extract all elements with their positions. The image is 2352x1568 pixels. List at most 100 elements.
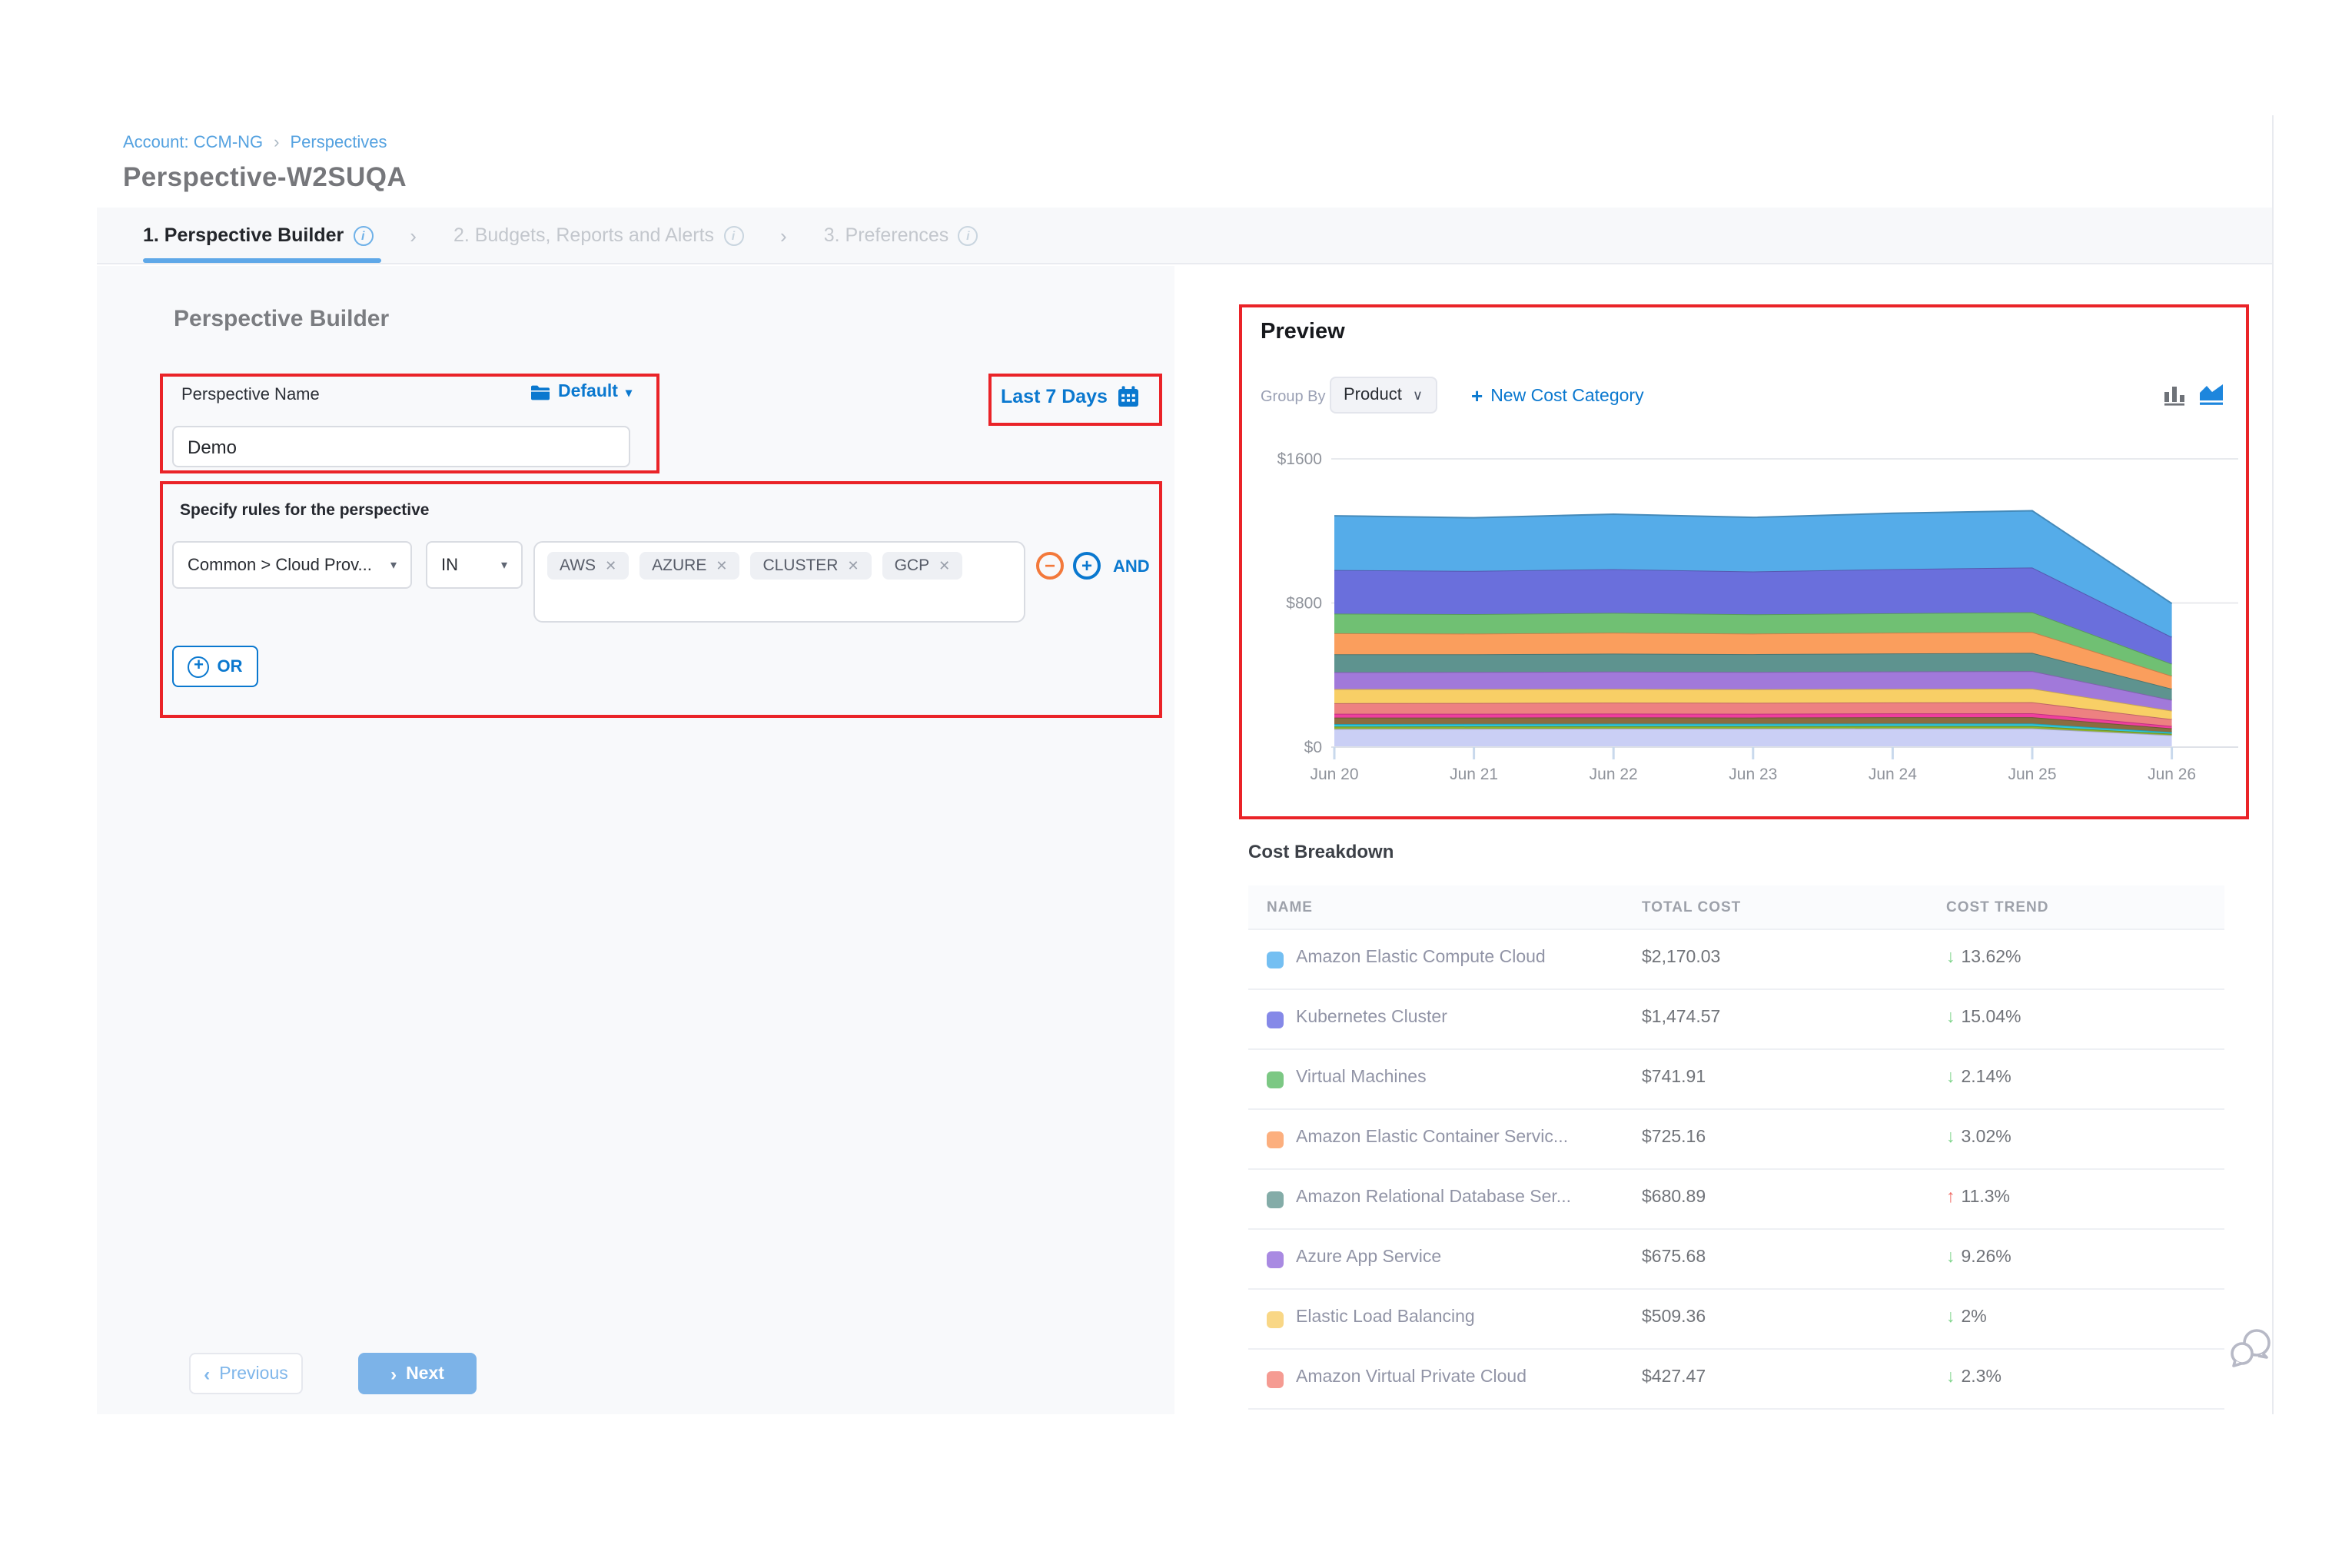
row-name[interactable]: Amazon Relational Database Ser... [1296, 1188, 1571, 1207]
svg-text:$0: $0 [1304, 739, 1322, 756]
table-row[interactable]: Amazon Virtual Private Cloud $427.47 ↓ 2.3% [1248, 1350, 2224, 1410]
chat-support-icon[interactable] [2229, 1327, 2275, 1376]
row-cost-trend: ↓ 2.14% [1946, 1068, 2011, 1087]
area-chart-icon[interactable] [2198, 381, 2224, 406]
preview-pane: Preview Group By Product ∨ + New Cost Ca… [1174, 266, 2271, 1414]
rule-operator-dropdown[interactable]: IN ▾ [426, 541, 523, 589]
plus-circle-icon: + [188, 656, 210, 677]
series-color-swatch [1267, 1311, 1284, 1328]
rules-section-label: Specify rules for the perspective [180, 501, 430, 520]
perspective-builder-pane: Perspective Builder Perspective Name Def… [97, 266, 1174, 1414]
row-name[interactable]: Azure App Service [1296, 1248, 1442, 1267]
next-button[interactable]: › Next [358, 1353, 477, 1394]
row-name[interactable]: Elastic Load Balancing [1296, 1308, 1475, 1327]
trend-value: 2.14% [1961, 1068, 2011, 1087]
folder-selector-label: Default [558, 383, 618, 401]
breadcrumb: Account: CCM-NG › Perspectives [123, 134, 387, 152]
rule-field-dropdown[interactable]: Common > Cloud Prov... ▾ [172, 541, 412, 589]
trend-value: 11.3% [1961, 1188, 2011, 1207]
remove-rule-button[interactable]: − [1036, 552, 1064, 580]
row-name[interactable]: Virtual Machines [1296, 1068, 1427, 1087]
row-cost-trend: ↓ 9.26% [1946, 1248, 2011, 1267]
table-row[interactable]: Amazon Elastic Compute Cloud $2,170.03 ↓ 13… [1248, 930, 2224, 990]
tab-3[interactable]: 3. Preferences i [824, 224, 978, 246]
table-row[interactable]: Kubernetes Cluster $1,474.57 ↓ 15.04% [1248, 990, 2224, 1050]
svg-text:Jun 25: Jun 25 [2008, 766, 2056, 783]
value-chip: GCP ✕ [882, 552, 963, 580]
table-row[interactable]: Amazon Elastic Container Servic... $725.1… [1248, 1110, 2224, 1170]
series-color-swatch [1267, 1371, 1284, 1388]
trend-down-icon: ↓ [1946, 1248, 1955, 1267]
breadcrumb-account-link[interactable]: Account: CCM-NG [123, 134, 264, 152]
table-row[interactable]: Virtual Machines $741.91 ↓ 2.14% [1248, 1050, 2224, 1110]
and-operator-button[interactable]: AND [1113, 558, 1150, 576]
row-total-cost: $680.89 [1642, 1188, 1706, 1207]
value-chip: AWS ✕ [547, 552, 630, 580]
remove-value-icon[interactable]: ✕ [605, 557, 617, 573]
breadcrumb-perspectives-link[interactable]: Perspectives [290, 134, 387, 152]
trend-value: 2.3% [1961, 1368, 2002, 1387]
table-row[interactable]: Elastic Load Balancing $509.36 ↓ 2% [1248, 1290, 2224, 1350]
previous-button-label: Previous [219, 1364, 288, 1383]
chart-type-toggle [2163, 381, 2224, 406]
add-or-rule-button[interactable]: + OR [172, 646, 258, 687]
folder-icon [531, 384, 550, 400]
table-row[interactable]: Amazon Relational Database Ser... $680.89… [1248, 1170, 2224, 1230]
trend-up-icon: ↑ [1946, 1188, 1955, 1207]
new-cost-category-button[interactable]: + New Cost Category [1471, 384, 1644, 407]
row-total-cost: $675.68 [1642, 1248, 1706, 1267]
value-chip-label: GCP [894, 556, 930, 575]
row-cost-trend: ↓ 15.04% [1946, 1008, 2021, 1027]
chevron-right-icon: › [390, 1363, 397, 1384]
chevron-right-icon: › [410, 224, 417, 247]
svg-text:Jun 24: Jun 24 [1869, 766, 1917, 783]
plus-icon: + [1081, 555, 1092, 576]
row-name[interactable]: Kubernetes Cluster [1296, 1008, 1447, 1027]
row-name[interactable]: Amazon Virtual Private Cloud [1296, 1368, 1526, 1387]
chevron-down-icon: ∨ [1412, 387, 1423, 402]
new-cost-category-label: New Cost Category [1490, 387, 1644, 405]
tab-2[interactable]: 2. Budgets, Reports and Alerts i [453, 224, 744, 246]
rule-field-value: Common > Cloud Prov... [188, 556, 372, 574]
app-header: Account: CCM-NG › Perspectives Perspecti… [97, 115, 2272, 208]
tab-label: 1. Perspective Builder [143, 224, 344, 246]
perspective-name-input[interactable] [172, 426, 630, 467]
table-header: NAME TOTAL COST COST TREND [1248, 885, 2224, 930]
row-name[interactable]: Amazon Elastic Compute Cloud [1296, 948, 1546, 967]
tab-strip: 1. Perspective Builder i › 2. Budgets, Repo… [97, 208, 2272, 264]
remove-value-icon[interactable]: ✕ [847, 557, 859, 573]
group-by-dropdown[interactable]: Product ∨ [1330, 377, 1437, 414]
row-name[interactable]: Amazon Elastic Container Servic... [1296, 1128, 1569, 1147]
series-color-swatch [1267, 1131, 1284, 1148]
trend-down-icon: ↓ [1946, 1128, 1955, 1147]
svg-text:$800: $800 [1286, 595, 1322, 613]
trend-value: 9.26% [1961, 1248, 2011, 1267]
value-chip-label: AZURE [652, 556, 707, 575]
folder-selector[interactable]: Default ▾ [530, 383, 632, 401]
date-range-picker[interactable]: Last 7 Days [1001, 386, 1140, 407]
remove-value-icon[interactable]: ✕ [716, 557, 728, 573]
builder-heading: Perspective Builder [174, 306, 390, 332]
trend-down-icon: ↓ [1946, 1308, 1955, 1327]
column-header-name: NAME [1267, 899, 1313, 916]
perspective-name-label: Perspective Name [181, 386, 320, 404]
previous-button[interactable]: ‹ Previous [189, 1353, 303, 1394]
svg-text:Jun 21: Jun 21 [1450, 766, 1498, 783]
rule-values-input[interactable]: AWS ✕ AZURE ✕ CLUSTER ✕ GCP ✕ [533, 541, 1025, 623]
tab-1[interactable]: 1. Perspective Builder i [143, 224, 374, 246]
trend-down-icon: ↓ [1946, 1368, 1955, 1387]
row-total-cost: $1,474.57 [1642, 1008, 1721, 1027]
preview-panel: Preview Group By Product ∨ + New Cost Ca… [1239, 304, 2249, 819]
add-rule-button[interactable]: + [1073, 552, 1101, 580]
trend-value: 13.62% [1961, 948, 2021, 967]
row-cost-trend: ↓ 2.3% [1946, 1368, 2002, 1387]
row-cost-trend: ↓ 2% [1946, 1308, 1987, 1327]
page-title: Perspective-W2SUQA [123, 161, 407, 192]
trend-value: 3.02% [1961, 1128, 2011, 1147]
column-header-cost-trend: COST TREND [1946, 899, 2049, 916]
table-row[interactable]: Azure App Service $675.68 ↓ 9.26% [1248, 1230, 2224, 1290]
remove-value-icon[interactable]: ✕ [938, 557, 951, 573]
bar-chart-icon[interactable] [2163, 382, 2186, 405]
group-by-value: Product [1344, 386, 1402, 404]
